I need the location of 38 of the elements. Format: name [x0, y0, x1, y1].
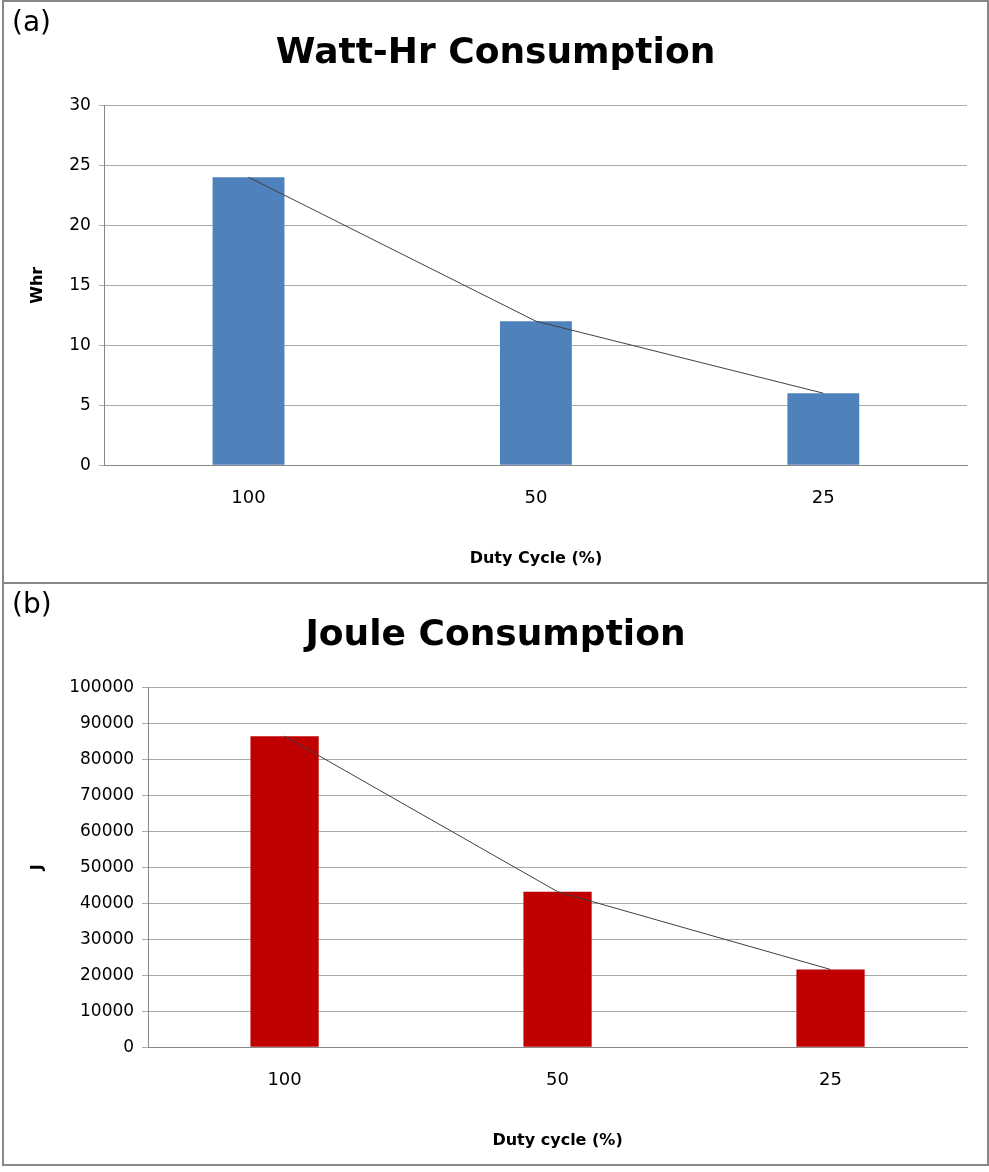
- y-tick-label: 10: [69, 333, 91, 354]
- y-tick-label: 50000: [80, 855, 135, 876]
- x-tick-label: 50: [546, 1067, 569, 1089]
- y-tick-label: 10000: [80, 999, 135, 1020]
- y-axis-title: Whr: [26, 266, 46, 304]
- x-tick-label: 25: [819, 1067, 842, 1089]
- y-tick-label: 0: [123, 1035, 135, 1056]
- y-tick-label: 15: [69, 273, 91, 294]
- chart-title: Watt-Hr Consumption: [275, 29, 716, 71]
- y-tick-label: 100000: [69, 675, 135, 696]
- bar: [787, 393, 860, 465]
- y-tick-label: 40000: [80, 891, 135, 912]
- x-tick-label: 100: [267, 1067, 302, 1089]
- chart-title: Joule Consumption: [302, 611, 686, 653]
- x-tick-label: 100: [231, 485, 266, 507]
- bar: [499, 321, 572, 465]
- bar: [523, 891, 592, 1047]
- y-tick-label: 20: [69, 213, 91, 234]
- y-tick-label: 90000: [80, 711, 135, 732]
- y-axis-title: J: [26, 864, 46, 872]
- x-tick-label: 25: [811, 485, 835, 507]
- y-tick-label: 60000: [80, 819, 135, 840]
- x-tick-label: 50: [524, 485, 548, 507]
- y-tick-label: 20000: [80, 963, 135, 984]
- y-tick-label: 30000: [80, 927, 135, 948]
- bar: [212, 177, 285, 465]
- y-tick-label: 5: [80, 393, 91, 414]
- x-axis-title: Duty cycle (%): [492, 1129, 623, 1149]
- y-tick-label: 25: [69, 153, 91, 174]
- y-tick-label: 80000: [80, 747, 135, 768]
- y-tick-label: 30: [69, 93, 91, 114]
- y-tick-label: 70000: [80, 783, 135, 804]
- bar: [250, 736, 319, 1047]
- text: (a): [12, 5, 52, 39]
- text: (b): [12, 587, 52, 621]
- bar: [796, 969, 865, 1047]
- y-tick-label: 0: [80, 453, 91, 474]
- x-axis-title: Duty Cycle (%): [469, 547, 603, 567]
